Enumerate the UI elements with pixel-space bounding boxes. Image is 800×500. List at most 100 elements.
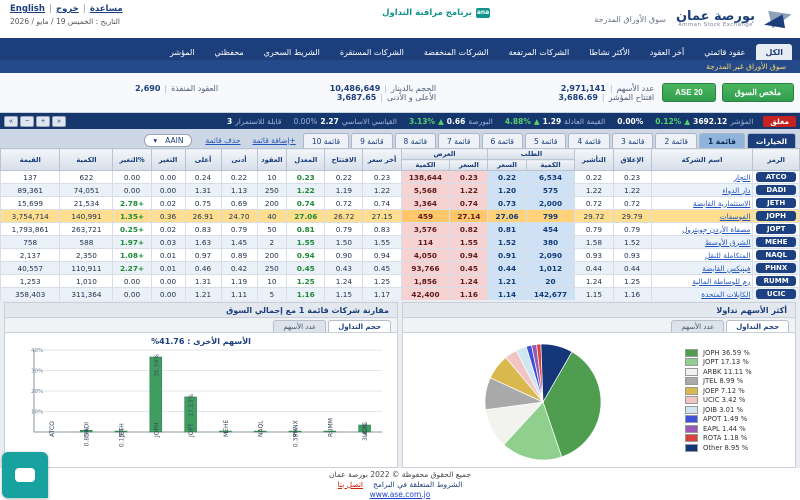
symbol-chip[interactable]: RUMM (756, 276, 797, 286)
symbol-chip[interactable]: JOPT (756, 224, 797, 234)
company-name-link[interactable]: مصفاة الأردن جوبترول (650, 222, 754, 236)
table-row[interactable]: UCIC الكابلات المتحدة 1.16 1.15 142,677 1.14 1… (0, 287, 800, 300)
tab-list-10[interactable]: قائمة 10 (302, 133, 350, 148)
bar-NAQL[interactable] (253, 430, 267, 433)
table-row[interactable]: JETH الاستثمارية القابضة 0.72 0.72 2,000 0.73… (0, 196, 800, 210)
symbol-chip[interactable]: UCIC (756, 289, 797, 299)
table-row[interactable]: ATCO التجار 0.23 0.22 6,534 0.22 0.23 138,644 0.… (0, 170, 800, 184)
nav-item-8[interactable]: محفظتي (214, 48, 244, 57)
link-english[interactable]: English (10, 4, 45, 14)
table-row[interactable]: DADI دار الدواء 1.22 1.22 575 1.20 1.22 5,568 1.… (0, 183, 800, 197)
nav-item-9[interactable]: المؤشر (169, 48, 195, 57)
tab-list-1[interactable]: قائمة 1 (698, 133, 745, 148)
ticker-scroll-button-0[interactable]: « (4, 115, 18, 127)
table-row[interactable]: NAQL المتكاملة للنقل 0.93 0.93 2,090 0.91 0.94… (0, 248, 800, 262)
chat-widget-button[interactable] (2, 452, 48, 498)
terms-link[interactable]: الشروط المتعلقة في البرامج (373, 479, 463, 489)
col-change[interactable]: التغير (150, 148, 186, 171)
symbol-chip[interactable]: PHNX (756, 263, 797, 273)
bar-MEHE[interactable] (219, 430, 232, 433)
nav-item-0[interactable]: الكل (756, 44, 792, 60)
ticker-scroll-button-2[interactable]: + (36, 115, 50, 127)
ticker-scroll-button-3[interactable]: » (52, 115, 66, 127)
company-name-link[interactable]: الشرق الأوسط (650, 235, 754, 249)
company-name-link[interactable]: الكابلات المتحدة (650, 287, 754, 300)
bar-RUMM[interactable] (323, 430, 337, 433)
symbol-chip[interactable]: DADI (756, 185, 797, 195)
col-ask-price[interactable]: السعر (449, 159, 489, 171)
tab-list-2[interactable]: قائمة 2 (655, 133, 697, 148)
nav-item-2[interactable]: أخر العقود (649, 48, 685, 57)
bar-JOPH[interactable] (149, 356, 163, 433)
nav-item-4[interactable]: الشركات المرتفعة (508, 48, 570, 57)
table-row[interactable]: RUMM رم للوساطة المالية 1.25 1.24 20 1.21 1.24… (0, 274, 800, 288)
nav-item-1[interactable]: عقود قائمتي (704, 48, 746, 57)
bar-DADI[interactable] (79, 430, 93, 433)
panel-tab-0[interactable]: حجم التداول (328, 320, 391, 332)
table-row[interactable]: PHNX فينيكس القابضة 0.44 0.44 1,012 0.44 0.45 9… (0, 261, 800, 275)
col-volume[interactable]: الكمية (59, 148, 114, 171)
pie-slice-JOPH[interactable] (542, 351, 601, 458)
col-last[interactable]: أخر سعر (362, 148, 402, 171)
table-row[interactable]: JOPT مصفاة الأردن جوبترول 0.79 0.79 454 0.81 0… (0, 222, 800, 236)
col-symbol[interactable]: الرمز (752, 148, 800, 171)
col-name[interactable]: اسم الشركة (650, 148, 754, 171)
tab-options[interactable]: الخيارات (746, 133, 796, 148)
nav-item-6[interactable]: الشركات المستقرة (339, 48, 404, 57)
col-value[interactable]: القيمة (0, 148, 61, 171)
panel-tab-1[interactable]: عدد الأسهم (671, 320, 725, 332)
link-help[interactable]: مساعدة (89, 4, 123, 14)
nav-item-3[interactable]: الأكثر نشاطا (589, 48, 630, 57)
col-ask-qty[interactable]: الكمية (400, 159, 451, 171)
remove-list-link[interactable]: حذف قائمة (205, 136, 241, 145)
col-ref[interactable]: التأشير (574, 148, 614, 171)
market-summary-button[interactable]: ملخص السوق (721, 83, 794, 102)
symbol-chip[interactable]: MEHE (756, 237, 797, 247)
tab-list-7[interactable]: قائمة 7 (438, 133, 480, 148)
col-low[interactable]: أدنى (220, 148, 258, 171)
bar-JETH[interactable] (114, 430, 128, 433)
col-trades[interactable]: العقود (256, 148, 288, 171)
panel-tab-1[interactable]: عدد الأسهم (273, 320, 327, 332)
tab-list-8[interactable]: قائمة 8 (394, 133, 437, 148)
tab-list-9[interactable]: قائمة 9 (351, 133, 393, 148)
company-name-link[interactable]: الاستثمارية القابضة (650, 196, 754, 210)
company-name-link[interactable]: المتكاملة للنقل (650, 248, 754, 262)
col-open[interactable]: الافتتاح (324, 148, 364, 171)
col-close[interactable]: الإغلاق (612, 148, 652, 171)
company-name-link[interactable]: دار الدواء (650, 183, 754, 197)
nav-item-7[interactable]: الشريط السحري (263, 48, 320, 57)
table-row[interactable]: MEHE الشرق الأوسط 1.52 1.58 380 1.52 1.55 114 1.… (0, 235, 800, 249)
company-name-link[interactable]: فينيكس القابضة (650, 261, 754, 275)
contact-link[interactable]: اتصل بنا (337, 479, 364, 489)
bar-JOPT[interactable] (184, 396, 197, 433)
link-logout[interactable]: خروج (55, 4, 79, 14)
symbol-chip[interactable]: JOPH (756, 211, 797, 221)
col-bid-qty[interactable]: الكمية (525, 159, 576, 171)
nav-item-5[interactable]: الشركات المنخفضة (423, 48, 489, 57)
tab-list-4[interactable]: قائمة 4 (568, 133, 610, 148)
site-link[interactable]: www.ase.com.jo (369, 489, 431, 499)
symbol-chip[interactable]: ATCO (756, 172, 797, 182)
col-change-pct[interactable]: %التغير (112, 148, 152, 171)
ase20-button[interactable]: ASE 20 (662, 83, 716, 102)
company-name-link[interactable]: التجار (650, 170, 754, 184)
tab-list-3[interactable]: قائمة 3 (611, 133, 654, 148)
company-name-link[interactable]: الفوسفات (650, 209, 754, 223)
symbol-chip[interactable]: JETH (756, 198, 797, 208)
ticker-scroll-button-1[interactable]: − (20, 115, 34, 127)
unlisted-market-link[interactable]: سوق الأوراق غير المدرجة (706, 62, 786, 71)
symbol-chip[interactable]: NAQL (756, 250, 797, 260)
panel-tab-0[interactable]: حجم التداول (726, 320, 789, 332)
col-avg[interactable]: المعدل (286, 148, 326, 171)
bar-UCIC[interactable] (358, 424, 371, 433)
table-row[interactable]: JOPH الفوسفات 29.79 29.72 799 27.06 27.14 459 27… (0, 209, 800, 223)
col-high[interactable]: أعلى (184, 148, 222, 171)
add-list-link[interactable]: +إضافة قائمة (252, 136, 296, 145)
tab-list-5[interactable]: قائمة 5 (525, 133, 567, 148)
bar-PHNX[interactable] (288, 430, 302, 433)
pie-slice-Other[interactable] (540, 343, 572, 404)
symbol-select[interactable]: AAIN ▾ (144, 134, 193, 147)
col-bid-price[interactable]: السعر (487, 159, 527, 171)
pie-slice-JOPT[interactable] (502, 401, 562, 461)
